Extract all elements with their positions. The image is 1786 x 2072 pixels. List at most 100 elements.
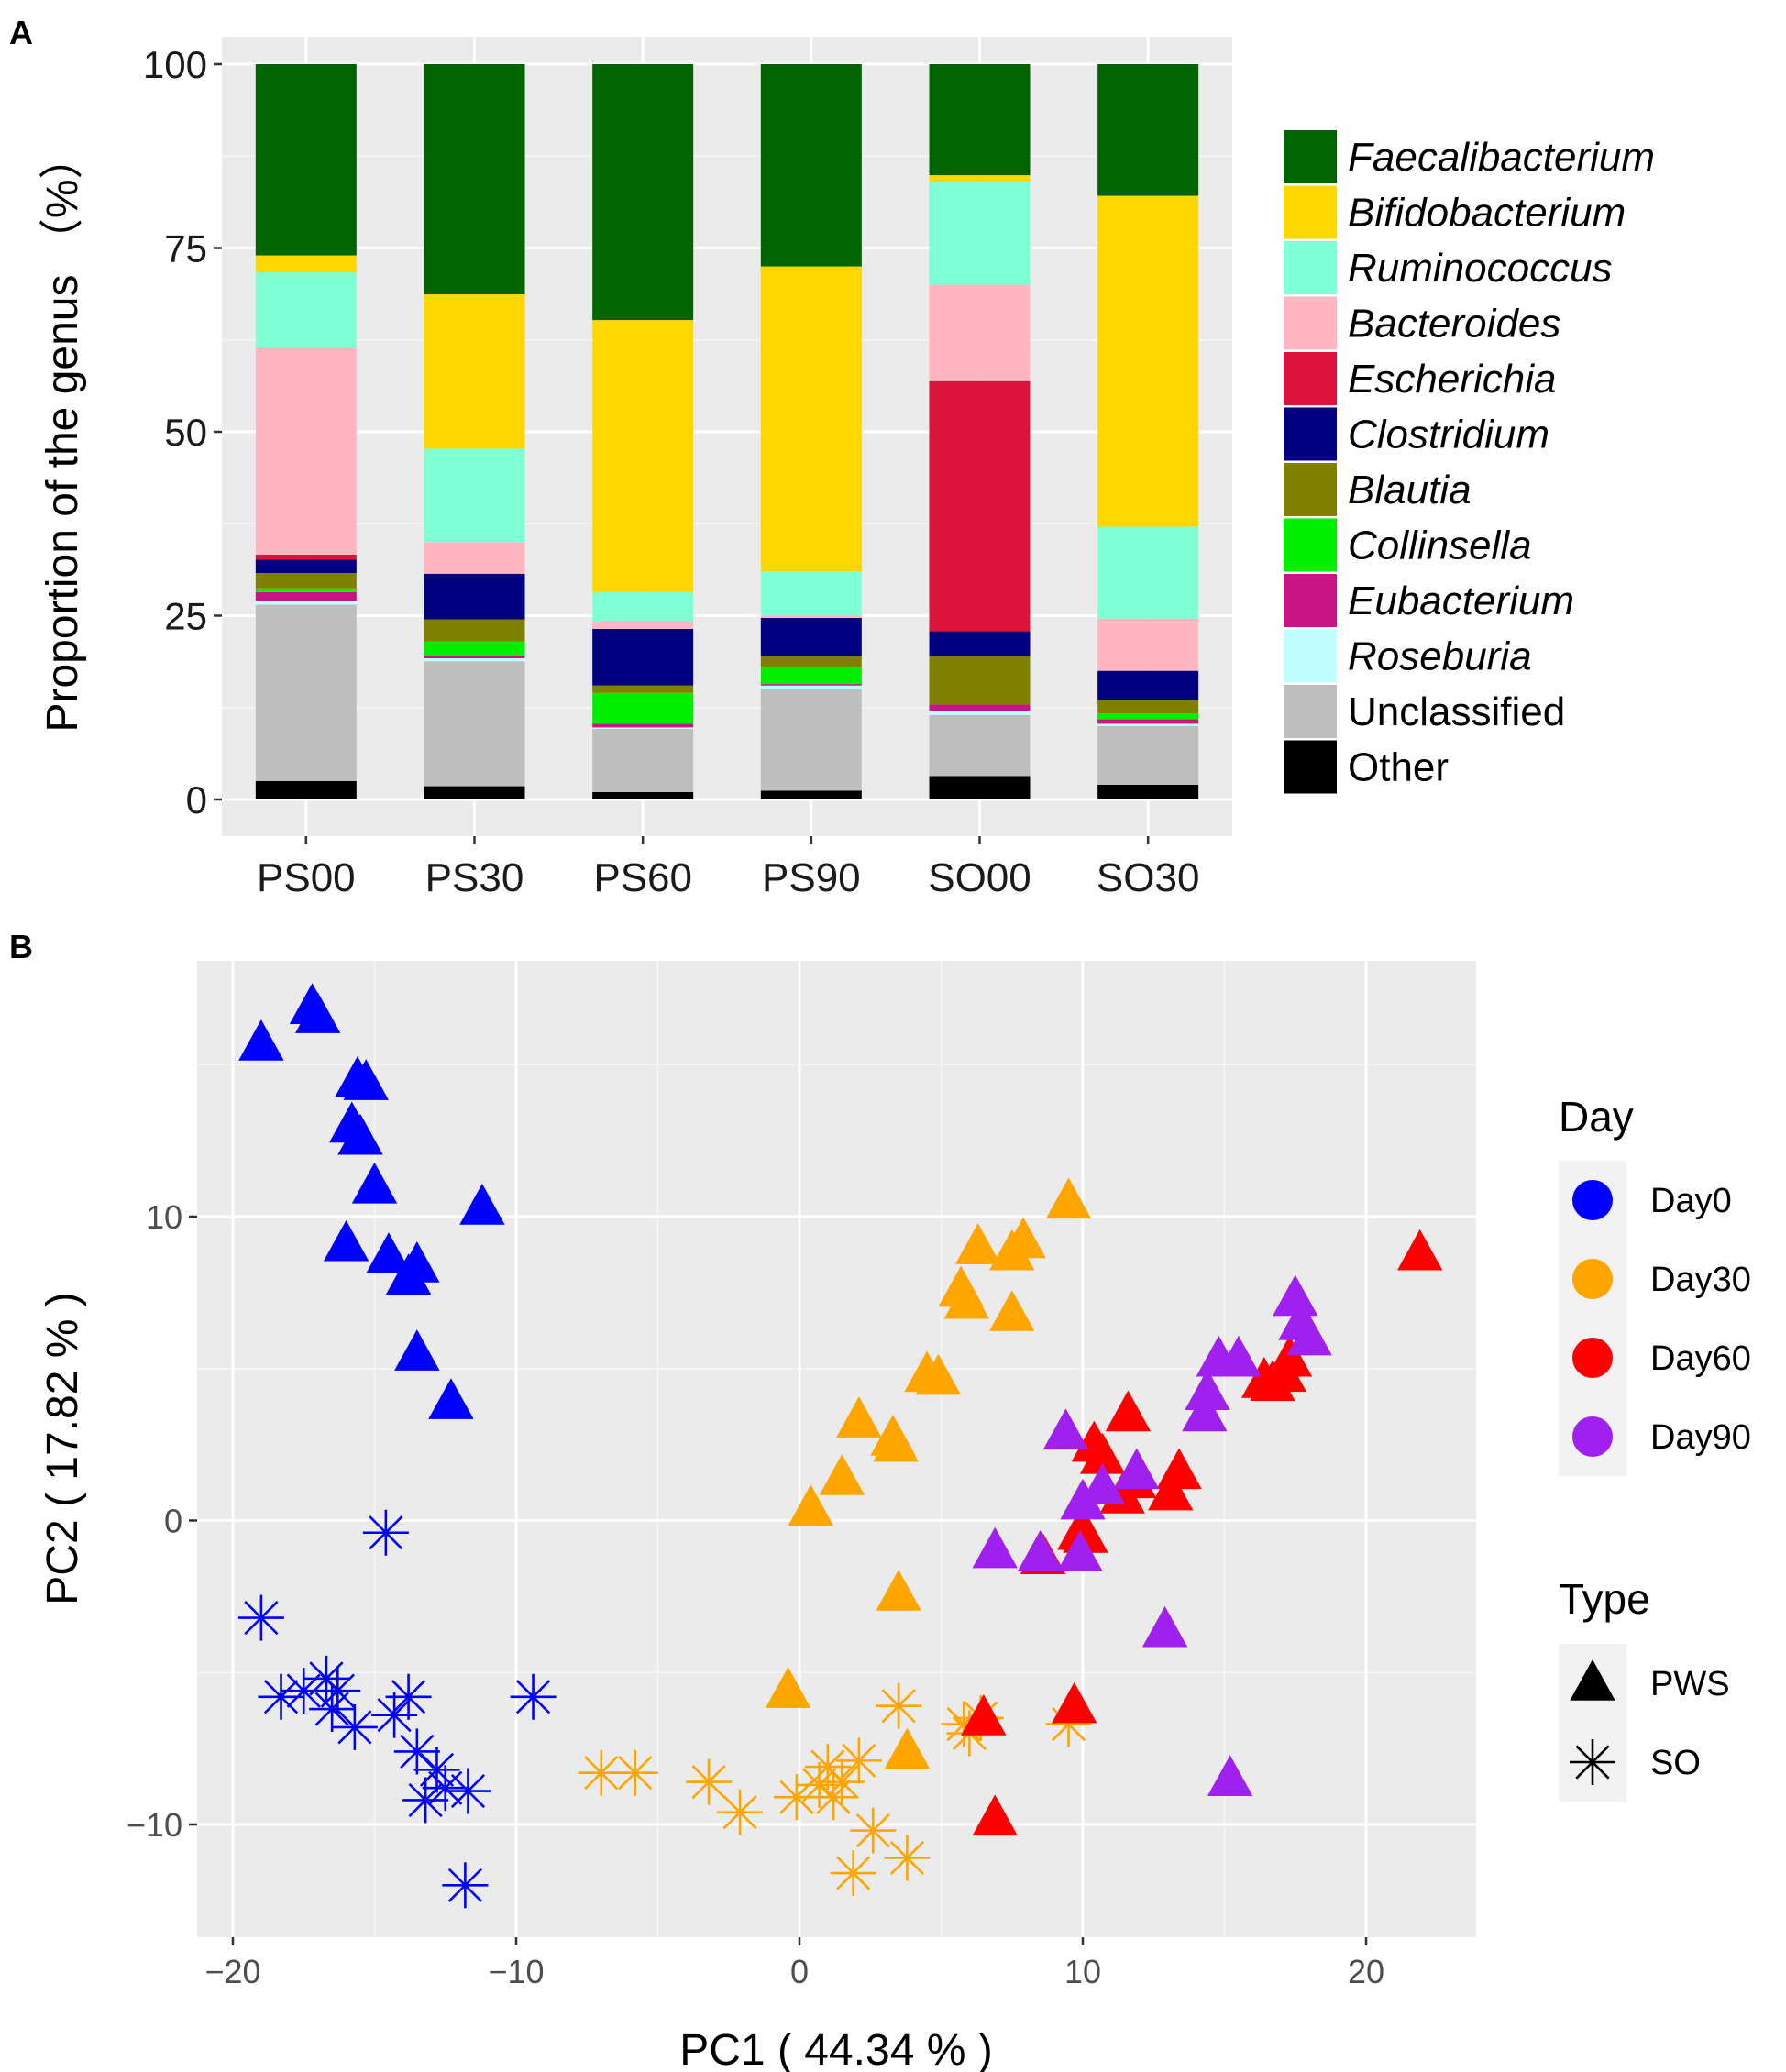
y-tick-label-a: 0 [186,778,207,821]
point-day30-pws [1045,1177,1092,1219]
point-day0-pws [394,1241,440,1283]
legend-key-day60 [1572,1338,1613,1378]
legend-label-so: SO [1650,1744,1701,1782]
legend-key-escherichia [1284,352,1337,405]
point-day90-pws [1017,1529,1064,1571]
point-day30-so [884,1835,931,1881]
point-day0-pws [295,992,341,1033]
bar-segment-unclassified-so30 [1097,725,1199,785]
point-day90-pws [972,1526,1018,1569]
bar-segment-ruminococcus-so00 [929,182,1031,285]
y-tick-label-b: 0 [164,1503,182,1540]
asterisk-stroke [263,1680,299,1714]
point-day0-so [237,1594,284,1641]
point-day0-so [331,1703,378,1750]
plot-b-background [197,961,1476,1937]
pca-scatter-plot: −20 −10 0 10 20 −10 0 10 PC1 ( 44.34 % ) PC2 ( … [39,961,1751,2072]
asterisk-stroke [802,1768,837,1802]
legend-key-blautia [1284,463,1337,516]
x-tick-label-a: SO30 [1097,855,1200,900]
bar-segment-faecalibacterium-so00 [929,64,1031,176]
bar-segment-ruminococcus-ps00 [255,271,357,347]
x-axis-title-b: PC1 ( 44.34 % ) [679,2026,992,2072]
legend-title-type: Type [1559,1575,1650,1623]
point-day90-pws [1182,1390,1228,1432]
asterisk-stroke [408,1782,443,1818]
legend-genus: Faecalibacterium Bifidobacterium Ruminococ… [1284,130,1655,794]
plot-a-bars [255,64,1199,799]
legend-label-eubacterium: Eubacterium [1348,579,1574,623]
panel-a-label: A [9,14,33,51]
point-day30-so [830,1850,876,1897]
bar-segment-roseburia-so30 [1097,723,1199,726]
bar-segment-blautia-so30 [1097,700,1199,714]
bar-segment-clostridium-ps90 [760,617,862,656]
legend-label-collinsella: Collinsella [1348,524,1532,568]
point-day0-pws [394,1329,440,1371]
point-day30-pws [943,1277,990,1319]
bar-segment-bifidobacterium-ps60 [592,320,694,592]
point-day30-so [717,1789,764,1835]
bar-segment-bifidobacterium-so30 [1097,195,1199,527]
point-day90-pws [1060,1478,1106,1520]
x-tick-label-b: 0 [790,1953,809,1990]
point-day0-pws [337,1113,383,1155]
y-tick-label-a: 100 [143,43,207,86]
bar-segment-bacteroides-ps60 [592,621,694,629]
x-tick-label-a: PS00 [257,855,356,900]
legend-key-pws [1570,1659,1615,1701]
bar-segment-collinsella-ps00 [255,588,357,592]
point-day60-pws [1079,1432,1126,1474]
point-day0-so [413,1747,460,1793]
point-day90-pws [1057,1529,1103,1571]
bar-segment-bacteroides-so30 [1097,618,1199,671]
point-day90-pws [1273,1274,1318,1317]
point-day60-pws [1105,1390,1152,1432]
point-day90-pws [1196,1335,1242,1377]
bar-segment-faecalibacterium-ps30 [424,64,525,295]
asterisk-stroke [889,1840,925,1876]
x-tick-label-b: 20 [1348,1953,1384,1990]
point-day30-pws [819,1454,865,1495]
bar-segment-roseburia-ps60 [592,727,694,730]
asterisk-stroke [337,1710,372,1745]
bar-segment-clostridium-ps30 [424,573,525,620]
bar-segment-escherichia-so00 [929,380,1031,632]
legend-key-day90 [1572,1416,1613,1457]
asterisk-stroke [244,1600,279,1636]
legend-label-day0: Day0 [1650,1182,1732,1220]
legend-title-day: Day [1559,1093,1634,1141]
bar-segment-bifidobacterium-ps90 [760,266,862,572]
point-day0-so [442,1862,489,1909]
bar-segment-ruminococcus-ps30 [424,448,525,543]
point-day30-so [686,1758,733,1805]
bar-segment-bacteroides-ps90 [760,615,862,618]
bar-segment-faecalibacterium-ps60 [592,64,694,321]
point-day90-pws [1114,1448,1160,1490]
bar-segment-other-ps60 [592,791,694,799]
bar-segment-other-ps90 [760,790,862,799]
point-day0-pws [323,1219,369,1262]
asterisk-stroke [816,1780,851,1814]
asterisk-stroke [842,1743,876,1778]
bar-segment-bacteroides-ps30 [424,542,525,574]
bar-segment-roseburia-ps30 [424,658,525,662]
bar-segment-eubacterium-so00 [929,704,1031,711]
point-day30-so [612,1749,658,1796]
point-day30-pws [954,1223,1001,1264]
legend-day-type: Day Day0 Day30 Day60 Day90 Type PWS SO [1559,1093,1751,1802]
legend-key-day0 [1572,1180,1613,1220]
y-axis-title-a: Proportion of the genus （%） [39,135,87,732]
asterisk-stroke [515,1680,551,1714]
asterisk-stroke [824,1764,859,1800]
point-day0-pws [428,1378,474,1419]
bar-segment-roseburia-ps00 [255,601,357,605]
bar-segment-bifidobacterium-ps30 [424,294,525,449]
asterisk-stroke [836,1856,871,1890]
bar-segment-blautia-ps30 [424,619,525,642]
legend-key-roseburia [1284,629,1337,683]
bar-segment-unclassified-ps60 [592,729,694,792]
y-axis-title-b: PC2 ( 17.82 % ) [39,1292,87,1604]
legend-label-day60: Day60 [1650,1339,1751,1378]
point-day60-pws [1052,1681,1097,1724]
